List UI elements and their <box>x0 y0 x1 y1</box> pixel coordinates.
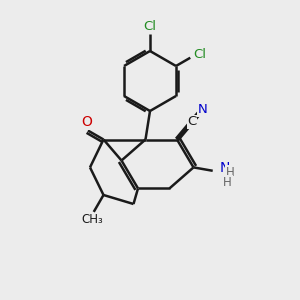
Text: H: H <box>226 166 235 179</box>
Text: O: O <box>81 116 92 129</box>
Text: CH₃: CH₃ <box>81 214 103 226</box>
Text: C: C <box>188 115 197 128</box>
Text: Cl: Cl <box>193 48 206 61</box>
Text: H: H <box>223 176 232 189</box>
Text: Cl: Cl <box>143 20 157 33</box>
Text: N: N <box>197 103 207 116</box>
Text: N: N <box>219 161 230 176</box>
